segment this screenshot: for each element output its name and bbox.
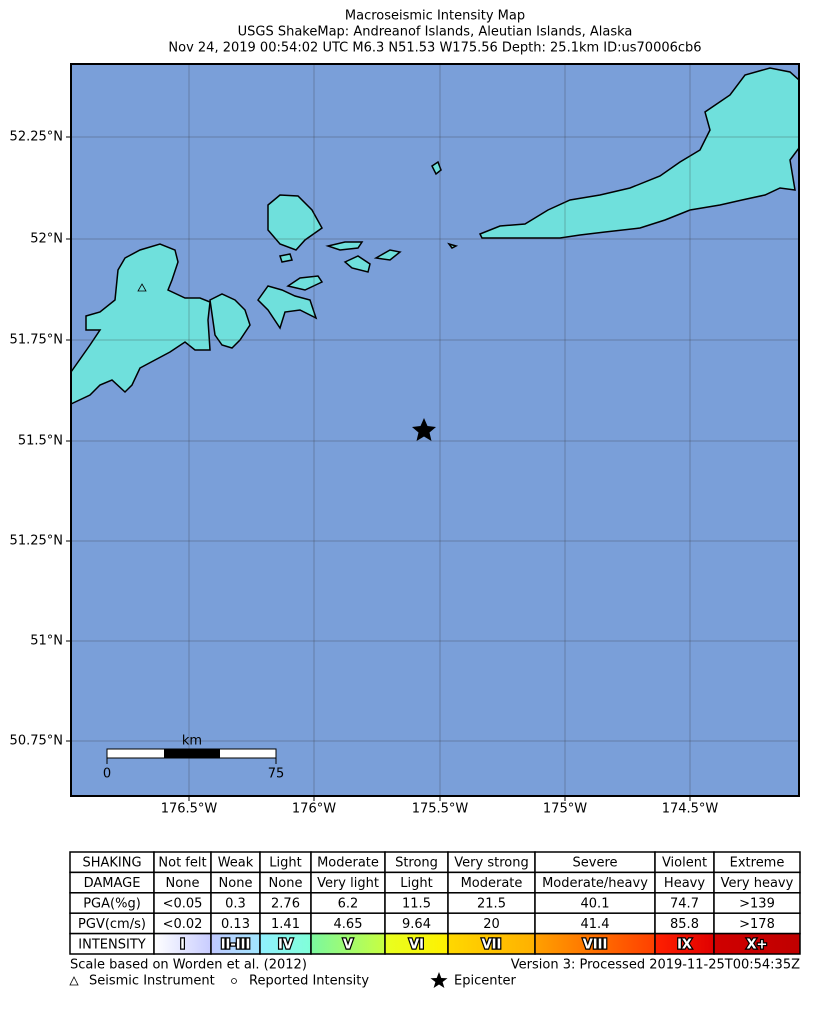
legend-instrument: Seismic Instrument [89, 974, 215, 989]
intensity-label: IV [278, 937, 293, 952]
island [257, 285, 318, 330]
table-text: 1.41 [271, 917, 300, 932]
table-text: Weak [218, 856, 254, 871]
table-text: 9.64 [402, 917, 431, 932]
intensity-label: X+ [747, 937, 768, 952]
map-title: Macroseismic Intensity Map [345, 9, 525, 24]
scale-end: 75 [268, 767, 285, 782]
map-frame [70, 63, 800, 797]
lat-label: 52.25°N [10, 130, 63, 145]
grid [71, 64, 799, 796]
lat-label: 51.5°N [18, 434, 63, 449]
table-text: 40.1 [581, 897, 610, 912]
lon-label: 176°W [292, 802, 336, 817]
reported-icon [231, 978, 237, 984]
table-text: Moderate/heavy [542, 876, 648, 891]
intensity-table: SHAKING Not felt Weak Light Moderate Strong Ve… [69, 851, 801, 955]
lat-label: 51.75°N [10, 333, 63, 348]
table-text: 6.2 [338, 897, 359, 912]
table-text: 0.3 [225, 897, 246, 912]
table-text: 0.13 [221, 917, 250, 932]
intensity-label: II-III [221, 937, 251, 952]
event-details: Nov 24, 2019 00:54:02 UTC M6.3 N51.53 W1… [168, 41, 701, 56]
island [447, 242, 459, 249]
instrument-icon [69, 976, 79, 986]
table-text: Very strong [454, 856, 528, 871]
intensity-label: IX [677, 937, 692, 952]
table-text: Severe [573, 856, 618, 871]
table-text: 20 [483, 917, 500, 932]
lon-label: 174.5°W [662, 802, 719, 817]
table-text: SHAKING [82, 856, 141, 871]
table-text: PGV(cm/s) [78, 917, 146, 932]
table-text: 2.76 [271, 897, 300, 912]
epicenter [412, 418, 436, 441]
axes: 52.25°N 52°N 51.75°N 51.5°N 51.25°N 51°N 50.75… [10, 130, 719, 817]
scale-unit: km [182, 734, 202, 749]
lon-label: 175°W [543, 802, 587, 817]
table-text: INTENSITY [78, 937, 145, 952]
island [373, 249, 402, 261]
island [343, 255, 371, 273]
table-text: Extreme [730, 856, 785, 871]
table-text: PGA(%g) [83, 897, 141, 912]
island [267, 194, 323, 251]
version-note: Version 3: Processed 2019-11-25T00:54:35… [511, 958, 800, 973]
table-text: 85.8 [670, 917, 699, 932]
island [325, 241, 364, 251]
table-text: None [166, 876, 200, 891]
intensity-label: VI [409, 937, 424, 952]
scale-note: Scale based on Worden et al. (2012) [70, 958, 307, 973]
table-text: <0.05 [163, 897, 203, 912]
island [279, 253, 293, 263]
table-text: 41.4 [581, 917, 610, 932]
table-text: Moderate [461, 876, 523, 891]
intensity-label: I [180, 937, 185, 952]
table-text: 21.5 [477, 897, 506, 912]
table-text: >139 [739, 897, 775, 912]
table-text: None [269, 876, 303, 891]
island [70, 243, 211, 406]
map-subtitle: USGS ShakeMap: Andreanof Islands, Aleuti… [238, 25, 633, 40]
table-text: Very heavy [721, 876, 794, 891]
intensity-label: VIII [583, 937, 608, 952]
table-text: 4.65 [334, 917, 363, 932]
table-text: Very light [317, 876, 379, 891]
scale-bar: km 0 75 [103, 734, 284, 782]
table-text: None [219, 876, 253, 891]
table-cell [713, 932, 801, 955]
table-text: Heavy [664, 876, 705, 891]
island [431, 160, 442, 176]
island [286, 275, 324, 291]
lat-label: 51°N [30, 634, 63, 649]
lon-label: 176.5°W [161, 802, 218, 817]
table-text: Strong [395, 856, 438, 871]
intensity-label: V [343, 937, 353, 952]
lon-label: 175.5°W [412, 802, 469, 817]
station-marker [137, 283, 147, 292]
table-text: Light [400, 876, 432, 891]
table-text: DAMAGE [84, 876, 141, 891]
legend-reported: Reported Intensity [249, 974, 369, 989]
legend-epicenter: Epicenter [454, 974, 517, 989]
epicenter-icon [430, 972, 448, 988]
scale-start: 0 [103, 767, 111, 782]
table-text: >178 [739, 917, 775, 932]
table-text: 74.7 [670, 897, 699, 912]
table-text: Not felt [158, 856, 206, 871]
table-text: Light [269, 856, 301, 871]
lat-label: 52°N [30, 232, 63, 247]
lat-label: 51.25°N [10, 534, 63, 549]
table-text: 11.5 [402, 897, 431, 912]
intensity-label: VII [482, 937, 502, 952]
table-text: Violent [662, 856, 707, 871]
map: km 0 75 [70, 63, 800, 797]
table-text: <0.02 [163, 917, 203, 932]
table-text: Moderate [317, 856, 379, 871]
lat-label: 50.75°N [10, 734, 63, 749]
